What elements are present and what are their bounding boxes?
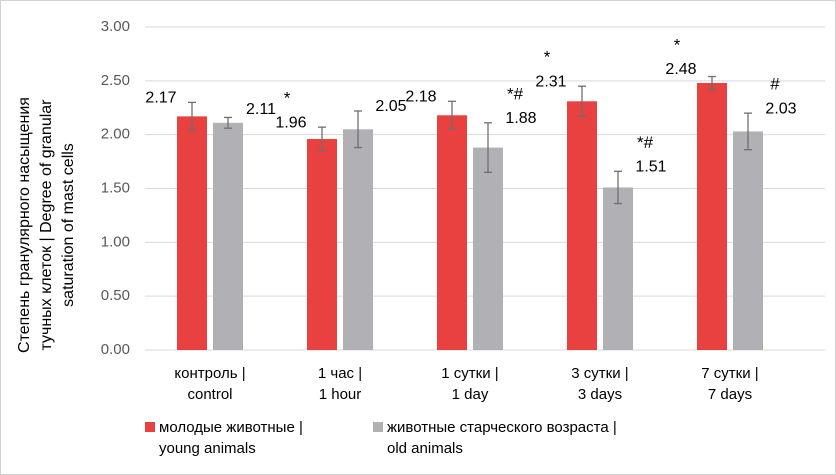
x-tick-label: контроль | [174,365,245,382]
x-tick-label: 3 сутки | [571,365,628,382]
bar [437,115,467,350]
legend-label: животные старческого возраста | [387,419,617,436]
y-tick-label: 1.50 [101,179,130,196]
bar [177,116,207,350]
annotation: * [284,89,291,108]
y-tick-label: 0.00 [101,341,130,358]
bar [213,122,243,350]
y-tick-label: 2.00 [101,126,130,143]
legend-label: молодые животные | [159,419,303,436]
y-axis-label: тучных клеток | Degree of granular [38,99,55,351]
bar [603,187,633,350]
x-tick-label: 7 сутки | [701,365,758,382]
bar [343,129,373,350]
x-tick-label: 1 day [452,386,489,403]
value-label: 2.03 [765,100,796,117]
y-tick-label: 3.00 [101,18,130,35]
legend-label: young animals [159,440,256,457]
bar [473,147,503,350]
x-tick-label: 1 сутки | [441,365,498,382]
legend-swatch [373,422,383,432]
bar [697,82,727,350]
bar [307,138,337,350]
x-tick-label: 3 days [578,386,622,403]
bar [567,101,597,350]
value-label: 2.11 [246,101,276,118]
y-tick-label: 2.50 [101,72,130,89]
x-tick-label: control [187,386,232,403]
legend-swatch [145,422,155,432]
value-label: 2.18 [405,89,436,106]
y-axis-label: Степень гранулярного насыщения [16,97,33,353]
value-label: 2.31 [535,73,566,90]
y-axis-label: saturation of mast cells [60,143,77,307]
x-tick-label: 1 hour [319,386,362,403]
annotation: # [770,75,780,94]
annotation: * [544,48,551,67]
value-label: 1.88 [505,110,536,127]
value-label: 2.48 [665,61,696,78]
x-tick-label: 7 days [708,386,752,403]
annotation: * [674,35,681,54]
y-tick-label: 1.00 [101,233,130,250]
value-label: 1.96 [275,114,306,131]
value-label: 1.51 [635,158,666,175]
annotation: *# [637,133,654,152]
y-tick-label: 0.50 [101,287,130,304]
legend-label: old animals [387,440,463,457]
value-label: 2.17 [145,90,176,107]
bar [733,131,763,350]
annotation: *# [507,84,524,103]
x-tick-label: 1 час | [318,365,362,382]
value-label: 2.05 [375,98,406,115]
